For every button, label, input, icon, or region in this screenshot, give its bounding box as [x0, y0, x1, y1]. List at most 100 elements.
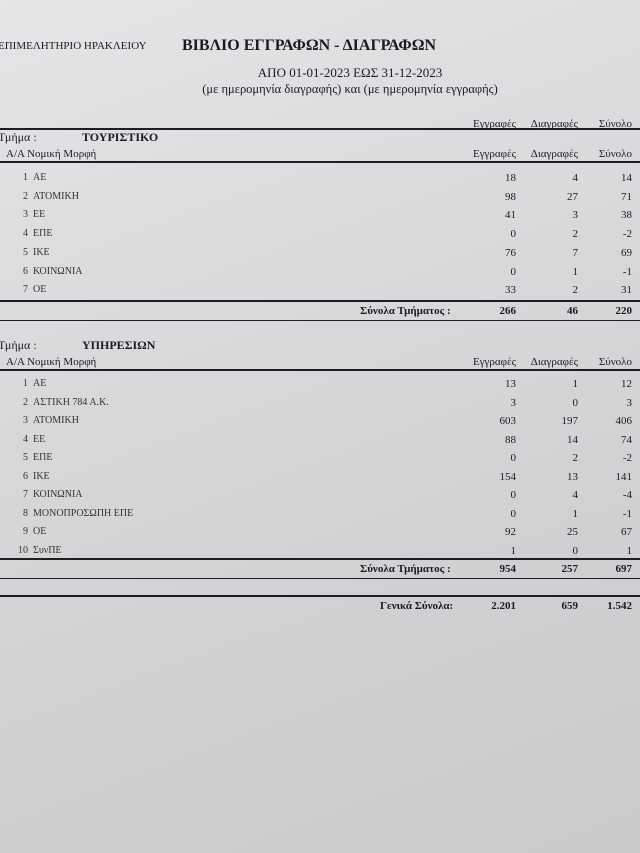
legal-form: ΑΕ: [33, 378, 47, 389]
deletions-value: 0: [572, 545, 579, 557]
column-header-total: Σύνολο: [598, 356, 632, 368]
legal-form: ΙΚΕ: [33, 471, 50, 482]
registrations-value: 88: [505, 434, 516, 446]
registrations-value: 18: [505, 172, 516, 184]
column-header-form: Α/Α Νομική Μορφή: [6, 356, 97, 368]
row-number: 1: [23, 378, 28, 389]
row-number: 3: [23, 209, 28, 220]
total-value: 141: [615, 471, 633, 483]
legal-form: ΑΕ: [33, 172, 47, 183]
deletions-value: 197: [561, 415, 579, 427]
registrations-value: 76: [505, 247, 516, 259]
total-value: 406: [615, 415, 633, 427]
column-header-total: Σύνολο: [598, 148, 632, 160]
total-value: 1: [626, 545, 633, 557]
legal-form: ΕΠΕ: [33, 452, 53, 463]
row-number: 7: [23, 284, 28, 295]
deletions-value: 13: [567, 471, 578, 483]
registrations-value: 3: [510, 397, 517, 409]
row-number: 8: [23, 508, 28, 519]
deletions-value: 2: [572, 452, 579, 464]
total-value: -4: [622, 489, 632, 501]
column-header-deletions: Διαγραφές: [530, 148, 578, 160]
deletions-value: 4: [572, 489, 579, 501]
legal-form: ΚΟΙΝΩΝΙΑ: [33, 489, 83, 500]
report-title: ΒΙΒΛΙΟ ΕΓΓΡΑΦΩΝ - ΔΙΑΓΡΑΦΩΝ: [182, 37, 437, 54]
registrations-value: 98: [505, 191, 516, 203]
legal-form: ΕΠΕ: [33, 228, 53, 239]
legal-form: ΣυνΠΕ: [33, 545, 62, 556]
row-number: 2: [23, 397, 28, 408]
section-name: ΥΠΗΡΕΣΙΩΝ: [82, 338, 156, 352]
grand-total-registrations: 2.201: [491, 600, 516, 612]
total-value: 69: [621, 247, 632, 259]
legal-form: ΕΕ: [33, 434, 46, 445]
deletions-value: 1: [572, 266, 579, 278]
row-number: 5: [23, 247, 28, 258]
total-value: 74: [621, 434, 632, 446]
section-total-net: 697: [615, 563, 633, 575]
total-value: 14: [621, 172, 632, 184]
deletions-value: 25: [567, 526, 578, 538]
deletions-value: 14: [567, 434, 578, 446]
column-header-deletions: Διαγραφές: [530, 356, 578, 368]
registrations-value: 0: [510, 228, 517, 240]
legal-form: ΑΤΟΜΙΚΗ: [33, 415, 79, 426]
section-total-deletions: 46: [567, 305, 578, 317]
section-total-registrations: 266: [499, 305, 517, 317]
row-number: 9: [23, 526, 28, 537]
deletions-value: 1: [572, 508, 579, 520]
row-number: 10: [18, 545, 28, 556]
deletions-value: 3: [572, 209, 579, 221]
report-period: ΑΠΟ 01-01-2023 ΕΩΣ 31-12-2023: [257, 65, 443, 80]
column-header-form: Α/Α Νομική Μορφή: [6, 148, 97, 160]
row-number: 6: [23, 471, 28, 482]
grand-total-net: 1.542: [607, 600, 632, 612]
section-label: Τμήμα :: [0, 338, 37, 352]
registrations-value: 41: [505, 209, 516, 221]
registrations-value: 1: [510, 545, 517, 557]
section-bottom-divider: [0, 578, 640, 579]
total-value: 38: [621, 209, 632, 221]
grand-divider: [0, 595, 640, 597]
total-value: 12: [621, 378, 632, 390]
registrations-value: 603: [499, 415, 517, 427]
registrations-value: 154: [499, 471, 517, 483]
legal-form: ΟΕ: [33, 284, 47, 295]
registrations-value: 92: [505, 526, 516, 538]
section-total-deletions: 257: [561, 563, 579, 575]
deletions-value: 7: [572, 247, 579, 259]
deletions-value: 4: [572, 172, 579, 184]
legal-form: ΚΟΙΝΩΝΙΑ: [33, 266, 83, 277]
section-totals-label: Σύνολα Τμήματος :: [360, 563, 451, 575]
total-value: -2: [622, 452, 632, 464]
deletions-value: 27: [567, 191, 578, 203]
row-number: 4: [23, 228, 28, 239]
totals-divider: [0, 300, 640, 302]
total-value: 3: [626, 397, 633, 409]
divider: [0, 128, 640, 130]
section-total-net: 220: [615, 305, 633, 317]
total-value: 31: [621, 284, 632, 296]
section-label: Τμήμα :: [0, 130, 37, 144]
row-number: 2: [23, 191, 28, 202]
header-divider: [0, 161, 640, 163]
column-header-registrations: Εγγραφές: [472, 356, 516, 368]
deletions-value: 0: [572, 397, 579, 409]
registrations-value: 0: [510, 489, 517, 501]
deletions-value: 1: [572, 378, 579, 390]
top-header-registrations: Εγγραφές: [472, 118, 516, 130]
registrations-value: 13: [505, 378, 516, 390]
row-number: 1: [23, 172, 28, 183]
legal-form: ΑΤΟΜΙΚΗ: [33, 191, 79, 202]
deletions-value: 2: [572, 228, 579, 240]
grand-totals-label: Γενικά Σύνολα:: [380, 600, 454, 612]
registrations-value: 0: [510, 452, 517, 464]
total-value: 71: [621, 191, 632, 203]
grand-total-deletions: 659: [561, 600, 579, 612]
section-totals-label: Σύνολα Τμήματος :: [360, 305, 451, 317]
row-number: 5: [23, 452, 28, 463]
totals-divider: [0, 558, 640, 560]
deletions-value: 2: [572, 284, 579, 296]
row-number: 6: [23, 266, 28, 277]
